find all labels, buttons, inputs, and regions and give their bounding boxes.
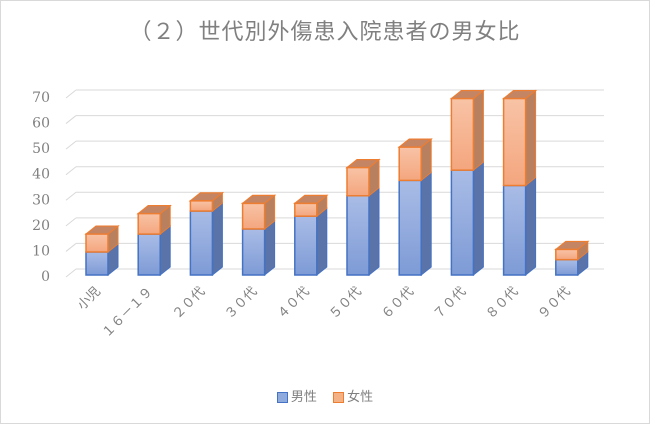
y-tick-label: 20: [32, 218, 50, 234]
bar-segment-male: [346, 186, 380, 277]
x-category-label: ９０代: [535, 284, 573, 322]
x-category-label: １６－１９: [99, 284, 156, 341]
bar-segment-male: [294, 207, 328, 277]
legend-swatch-female: [333, 392, 345, 403]
bar-segment-female: [397, 138, 433, 182]
x-category-label: 小児: [75, 284, 104, 313]
bar-segment-female: [554, 240, 590, 261]
bar-segment-male: [137, 225, 171, 277]
legend-item-male: 男性: [276, 386, 317, 405]
bar-segment-male: [241, 219, 276, 277]
chart-legend: 男性 女性: [0, 386, 650, 405]
y-tick-label: 10: [32, 243, 50, 259]
bar-segment-female: [136, 204, 172, 236]
legend-swatch-male: [276, 392, 288, 403]
bar-segment-female: [188, 191, 225, 213]
x-category-label: ６０代: [379, 284, 417, 322]
x-category-label: ４０代: [274, 284, 312, 322]
y-tick-label: 0: [41, 269, 50, 285]
bar-segment-female: [293, 194, 329, 218]
y-tick-label: 50: [32, 141, 50, 157]
bar-segment-female: [449, 89, 486, 172]
bar-segment-female: [345, 158, 381, 197]
y-tick-label: 60: [32, 116, 50, 132]
legend-item-female: 女性: [333, 386, 373, 405]
x-category-label: ８０代: [483, 284, 521, 322]
x-category-label: ２０代: [170, 284, 208, 322]
x-category-label: ５０代: [327, 284, 365, 322]
bar-segment-female: [240, 194, 277, 231]
bar-segment-male: [502, 176, 537, 277]
bar-segment-male: [450, 161, 484, 277]
y-tick-label: 70: [32, 90, 50, 106]
bar-segment-female: [501, 89, 538, 187]
y-tick-label: 40: [32, 167, 50, 183]
y-tick-label: 30: [32, 192, 50, 208]
bar-segment-male: [398, 171, 432, 277]
x-category-label: ７０代: [431, 284, 469, 322]
x-category-label: ３０代: [222, 284, 260, 322]
chart-title: （２）世代別外傷患入院患者の男女比: [129, 20, 521, 45]
bar-segment-female: [84, 225, 120, 254]
bar-segment-male: [189, 202, 223, 277]
